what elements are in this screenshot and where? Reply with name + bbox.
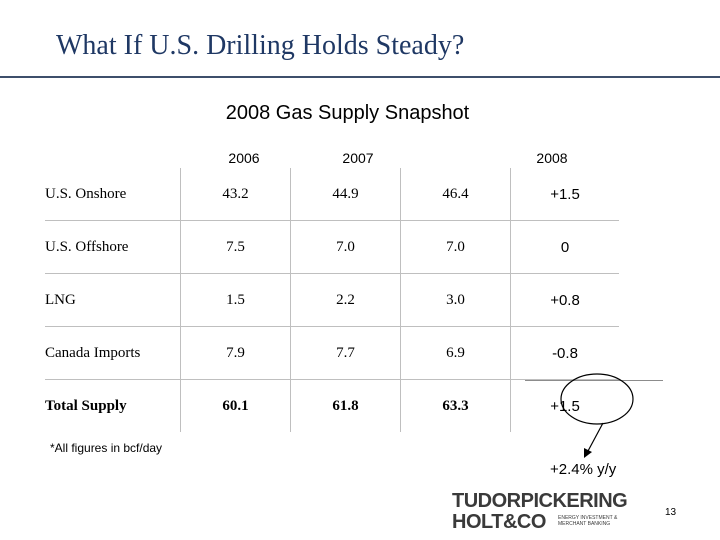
row-label: Canada Imports [45,326,181,380]
logo-line-2: HOLT&CO [452,511,546,533]
value-2006: 7.5 [180,220,291,274]
table-row-total: Total Supply 60.1 61.8 63.3 +1.5 [45,379,619,432]
table-row: LNG 1.5 2.2 3.0 +0.8 [45,273,619,327]
logo-tagline: ENERGY INVESTMENT & MERCHANT BANKING [558,515,618,527]
row-label: U.S. Offshore [45,220,181,274]
column-header-2006: 2006 [228,150,260,166]
value-2006: 7.9 [180,326,291,380]
value-2007: 2.2 [290,273,401,327]
callout-arrow [587,422,604,452]
slide-title: What If U.S. Drilling Holds Steady? [56,30,465,61]
value-2007: 61.8 [290,379,401,432]
value-2008: 7.0 [400,220,511,274]
value-change: +0.8 [510,273,619,327]
row-label: U.S. Onshore [45,168,181,221]
value-2008: 3.0 [400,273,511,327]
value-change: +1.5 [510,168,619,221]
value-2007: 44.9 [290,168,401,221]
column-header-2008: 2008 [536,150,568,166]
value-change: -0.8 [510,326,619,380]
value-2008: 63.3 [400,379,511,432]
value-change: 0 [510,220,619,274]
table-row: Canada Imports 7.9 7.7 6.9 -0.8 [45,326,619,380]
table-row: U.S. Onshore 43.2 44.9 46.4 +1.5 [45,168,619,221]
row-label: Total Supply [45,397,127,414]
highlight-circle [560,373,634,425]
value-2007: 7.7 [290,326,401,380]
column-header-2007: 2007 [342,150,374,166]
value-2007: 7.0 [290,220,401,274]
value-2006: 43.2 [180,168,291,221]
page-number: 13 [665,507,677,518]
row-label: LNG [45,273,181,327]
table-title: 2008 Gas Supply Snapshot [225,102,470,124]
table-row: U.S. Offshore 7.5 7.0 7.0 0 [45,220,619,274]
growth-annotation: +2.4% y/y [550,461,617,478]
value-2008: 46.4 [400,168,511,221]
title-divider [0,76,720,78]
value-2008: 6.9 [400,326,511,380]
value-2006: 60.1 [180,379,291,432]
company-logo: TUDORPICKERING HOLT&CO ENERGY INVESTMENT… [452,490,628,534]
callout-arrowhead [584,448,592,458]
footnote: *All figures in bcf/day [50,441,163,455]
supply-table: U.S. Onshore 43.2 44.9 46.4 +1.5 U.S. Of… [45,168,619,432]
value-2006: 1.5 [180,273,291,327]
callout-rule [525,380,663,381]
logo-line-1: TUDORPICKERING [452,490,628,512]
